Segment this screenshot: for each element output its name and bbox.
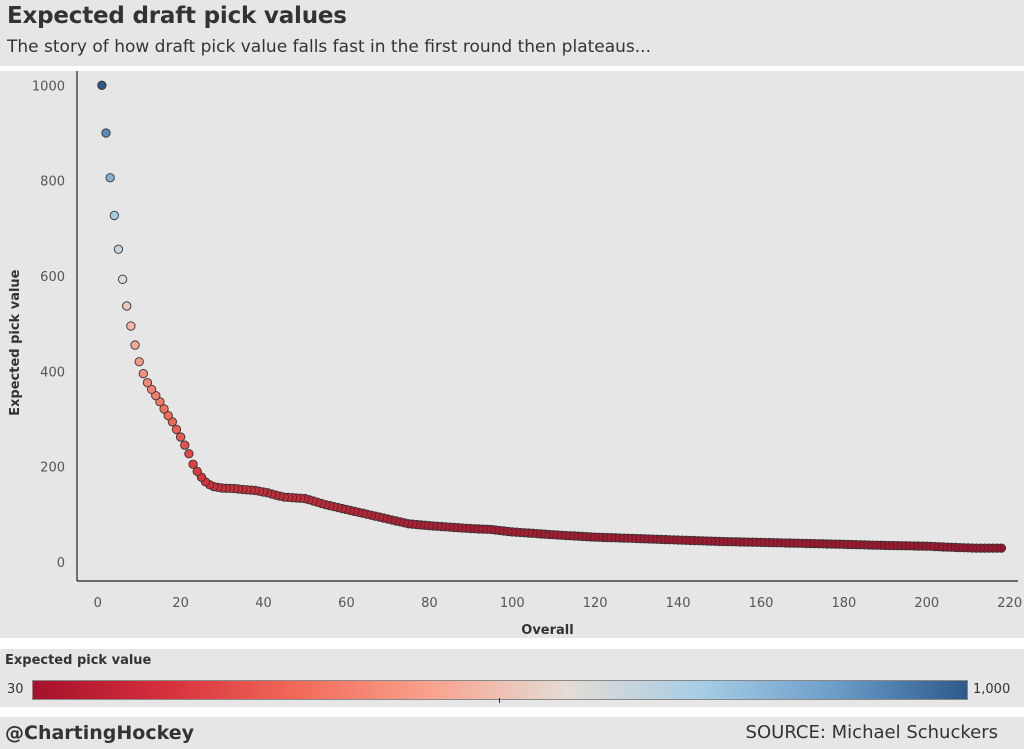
data-point (163, 410, 173, 421)
footer-panel: @ChartingHockey SOURCE: Michael Schucker… (0, 717, 1024, 749)
x-tick-label: 80 (421, 596, 438, 611)
data-point (97, 80, 107, 90)
x-tick-label: 140 (666, 596, 691, 611)
x-tick-label: 20 (172, 596, 189, 611)
x-tick-label: 180 (831, 596, 856, 611)
y-axis-title: Expected pick value (8, 269, 23, 416)
legend-midpoint-tick (499, 698, 500, 703)
y-tick-label: 1000 (32, 79, 65, 94)
y-tick-label: 400 (40, 365, 65, 380)
chart-subtitle: The story of how draft pick value falls … (7, 37, 651, 57)
legend-min-label: 30 (7, 682, 24, 697)
x-tick-label: 120 (583, 596, 608, 611)
x-tick-label: 220 (997, 596, 1022, 611)
y-tick-label: 0 (57, 556, 65, 571)
x-axis-title: Overall (521, 623, 573, 638)
data-point (138, 369, 148, 379)
data-point (180, 440, 190, 450)
scatter-chart[interactable]: 0 200 400 600 800 1000 0 20 40 60 80 100 120 140 160 18… (0, 71, 1024, 638)
data-point (122, 301, 132, 311)
author-handle: @ChartingHockey (5, 722, 194, 744)
x-tick-label: 60 (338, 596, 355, 611)
color-legend: Expected pick value 30 1,000 (0, 649, 1024, 707)
chart-title: Expected draft pick values (7, 3, 347, 29)
data-point (184, 449, 194, 459)
data-point (101, 128, 111, 138)
legend-title: Expected pick value (5, 653, 152, 668)
x-tick-label: 0 (94, 596, 102, 611)
source-credit: SOURCE: Michael Schuckers (745, 722, 998, 743)
x-tick-label: 100 (500, 596, 525, 611)
y-tick-label: 600 (40, 270, 65, 285)
x-tick-label: 160 (749, 596, 774, 611)
y-tick-label: 800 (40, 175, 65, 190)
data-point (159, 404, 169, 414)
data-point (109, 210, 119, 221)
data-point (105, 173, 115, 183)
header-panel: Expected draft pick values The story of … (0, 0, 1024, 66)
legend-gradient-bar[interactable] (32, 680, 968, 700)
data-point (175, 432, 186, 442)
data-point (126, 321, 136, 331)
data-point (130, 340, 140, 350)
data-point (171, 424, 182, 435)
data-point (113, 244, 124, 254)
data-point (117, 274, 128, 284)
data-point (142, 378, 153, 388)
y-tick-label: 200 (40, 461, 65, 476)
x-tick-label: 200 (914, 596, 939, 611)
data-point (192, 466, 202, 477)
chart-panel: 0 200 400 600 800 1000 0 20 40 60 80 100 120 140 160 18… (0, 71, 1024, 638)
data-point (134, 357, 144, 367)
data-point (188, 459, 198, 469)
x-tick-label: 40 (255, 596, 272, 611)
legend-max-label: 1,000 (973, 682, 1011, 697)
data-point (146, 384, 157, 395)
